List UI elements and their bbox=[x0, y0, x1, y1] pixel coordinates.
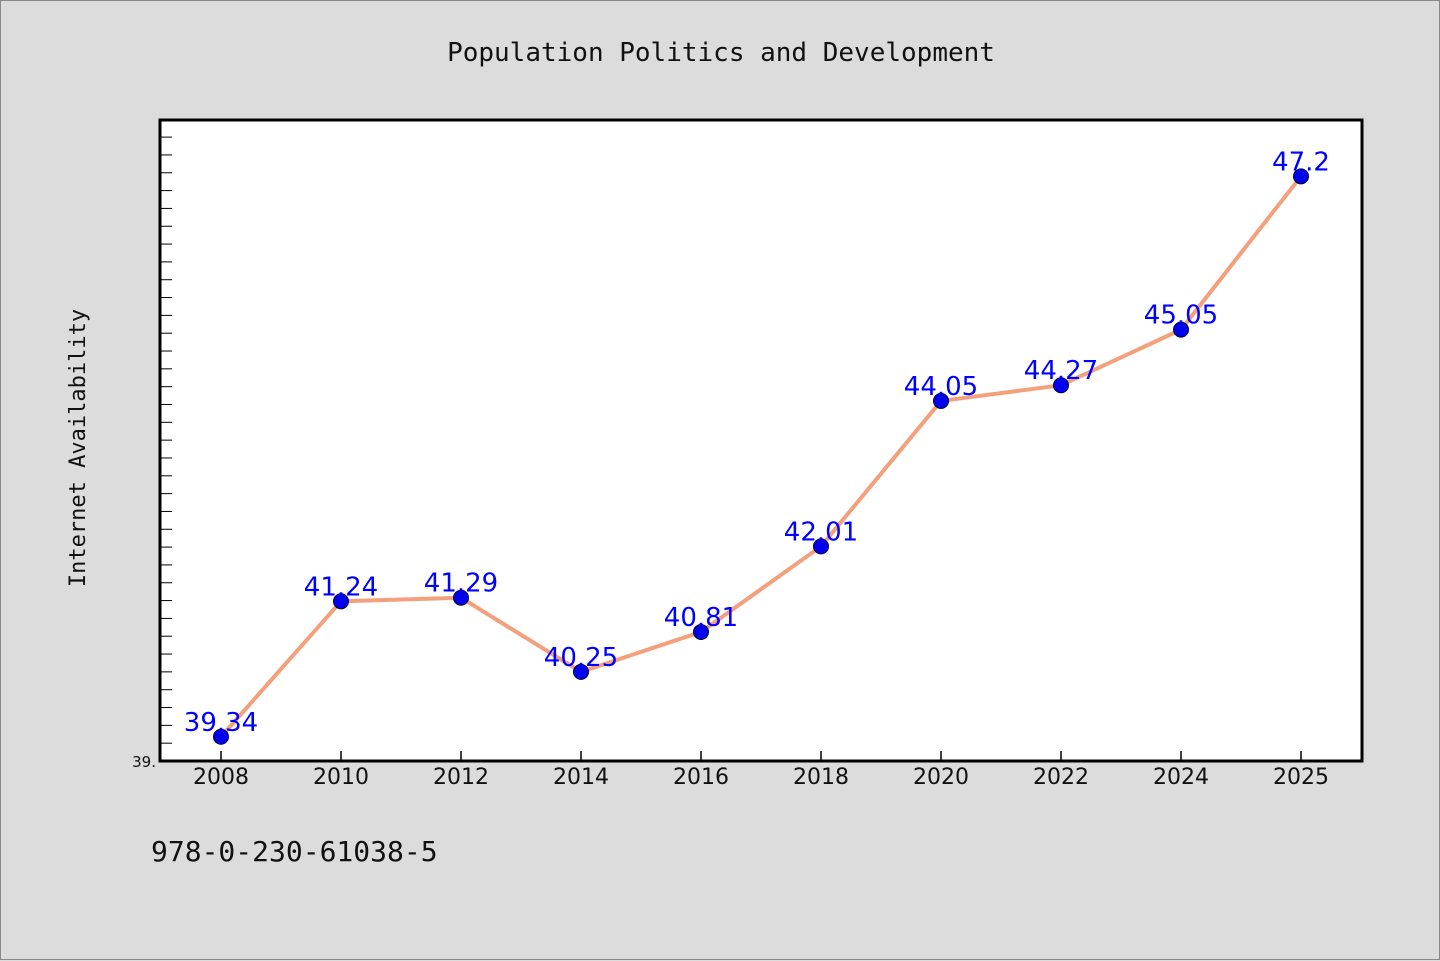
data-label: 47.2 bbox=[1272, 147, 1330, 177]
series-line bbox=[219, 175, 1303, 739]
chart-title: Population Politics and Development bbox=[447, 38, 995, 68]
x-tick-label: 2012 bbox=[433, 765, 489, 790]
x-tick-label: 2018 bbox=[793, 765, 849, 790]
x-tick-label: 2014 bbox=[553, 765, 609, 790]
x-tick-label: 2008 bbox=[193, 765, 249, 790]
x-tick-label: 2016 bbox=[673, 765, 729, 790]
data-label: 44.05 bbox=[904, 372, 978, 402]
data-label: 40.25 bbox=[544, 643, 618, 673]
y-axis-label: Internet Availability bbox=[66, 309, 91, 587]
data-label: 42.01 bbox=[784, 517, 858, 547]
data-label: 41.24 bbox=[304, 572, 378, 602]
data-labels-group: 39.34 41.24 41.29 40.25 40.81 42.01 44.05 44.27… bbox=[184, 147, 1330, 737]
data-point bbox=[693, 623, 709, 640]
data-point bbox=[573, 663, 589, 680]
y-axis-minor-ticks bbox=[160, 136, 172, 744]
data-label: 44.27 bbox=[1024, 356, 1098, 386]
y-axis-tick-label: 39. bbox=[132, 753, 156, 771]
x-tick-label: 2024 bbox=[1153, 765, 1209, 790]
x-tick-label: 2020 bbox=[913, 765, 969, 790]
x-axis-ticks: 2008 2010 2012 2014 2016 2018 2020 2022 2024 2025 bbox=[193, 751, 1329, 790]
isbn-text: 978-0-230-61038-5 bbox=[151, 835, 438, 868]
x-tick-label: 2025 bbox=[1273, 765, 1329, 790]
plot-area bbox=[158, 118, 1364, 763]
series-line-group bbox=[219, 175, 1303, 739]
data-point bbox=[213, 728, 229, 745]
data-point bbox=[1053, 377, 1069, 394]
data-point bbox=[333, 593, 349, 610]
data-point bbox=[453, 589, 469, 606]
data-label: 40.81 bbox=[664, 603, 738, 633]
data-point bbox=[1173, 321, 1189, 338]
data-point bbox=[933, 392, 949, 409]
data-point bbox=[813, 538, 829, 555]
x-tick-label: 2010 bbox=[313, 765, 369, 790]
x-tick-label: 2022 bbox=[1033, 765, 1089, 790]
data-point bbox=[1293, 168, 1309, 185]
data-label: 41.29 bbox=[424, 569, 498, 599]
data-label: 45.05 bbox=[1144, 301, 1218, 331]
series-points-group bbox=[213, 168, 1309, 745]
data-label: 39.34 bbox=[184, 708, 258, 738]
